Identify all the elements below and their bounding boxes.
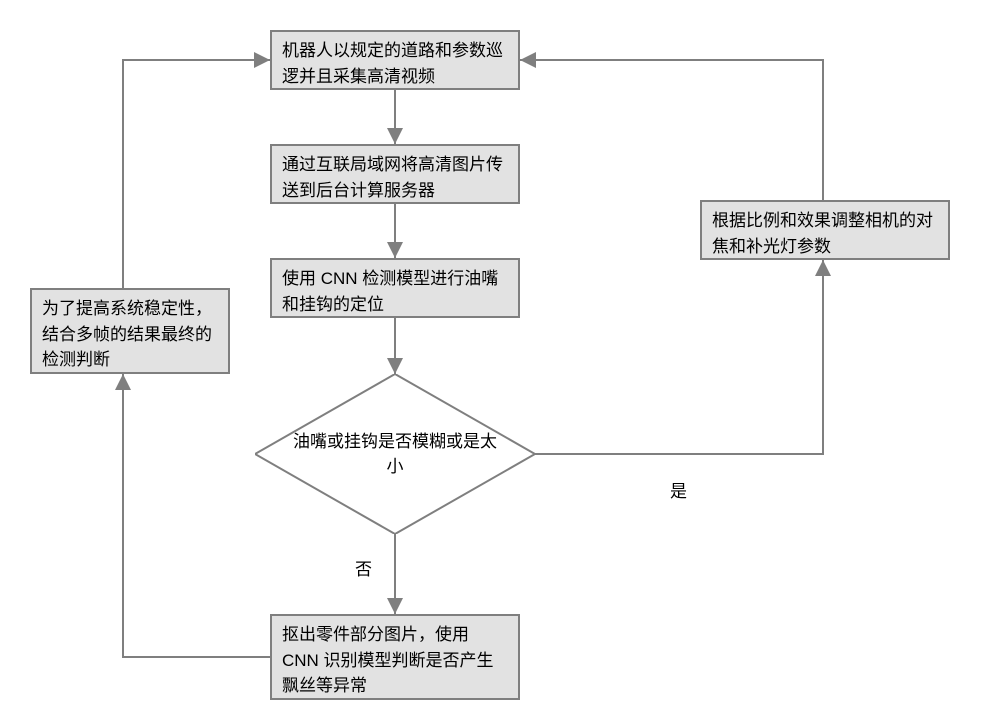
step-text: 通过互联局域网将高清图片传送到后台计算服务器 <box>282 155 503 200</box>
step-transmit-lan: 通过互联局域网将高清图片传送到后台计算服务器 <box>270 144 520 204</box>
arrow-a6 <box>520 60 823 200</box>
decision-blurry-small: 油嘴或挂钩是否模糊或是太小 <box>255 374 535 534</box>
note-multiframe: 为了提高系统稳定性，结合多帧的结果最终的检测判断 <box>30 288 230 374</box>
decision-text: 油嘴或挂钩是否模糊或是太小 <box>285 429 505 480</box>
step-adjust-camera: 根据比例和效果调整相机的对焦和补光灯参数 <box>700 200 950 260</box>
arrow-a7 <box>123 374 270 657</box>
arrow-a5 <box>535 260 823 454</box>
flowchart-canvas: 机器人以规定的道路和参数巡逻并且采集高清视频 通过互联局域网将高清图片传送到后台… <box>0 0 1000 728</box>
step-text: 使用 CNN 检测模型进行油嘴和挂钩的定位 <box>282 269 498 314</box>
arrow-a8 <box>123 60 270 288</box>
step-cnn-recognize: 抠出零件部分图片，使用 CNN 识别模型判断是否产生飘丝等异常 <box>270 614 520 700</box>
step-cnn-detect: 使用 CNN 检测模型进行油嘴和挂钩的定位 <box>270 258 520 318</box>
step-text: 为了提高系统稳定性，结合多帧的结果最终的检测判断 <box>42 299 212 369</box>
step-text: 根据比例和效果调整相机的对焦和补光灯参数 <box>712 211 933 256</box>
step-text: 抠出零件部分图片，使用 CNN 识别模型判断是否产生飘丝等异常 <box>282 625 494 695</box>
step-text: 机器人以规定的道路和参数巡逻并且采集高清视频 <box>282 41 503 86</box>
step-patrol-collect: 机器人以规定的道路和参数巡逻并且采集高清视频 <box>270 30 520 90</box>
label-no: 否 <box>355 555 372 580</box>
label-yes: 是 <box>670 477 687 502</box>
